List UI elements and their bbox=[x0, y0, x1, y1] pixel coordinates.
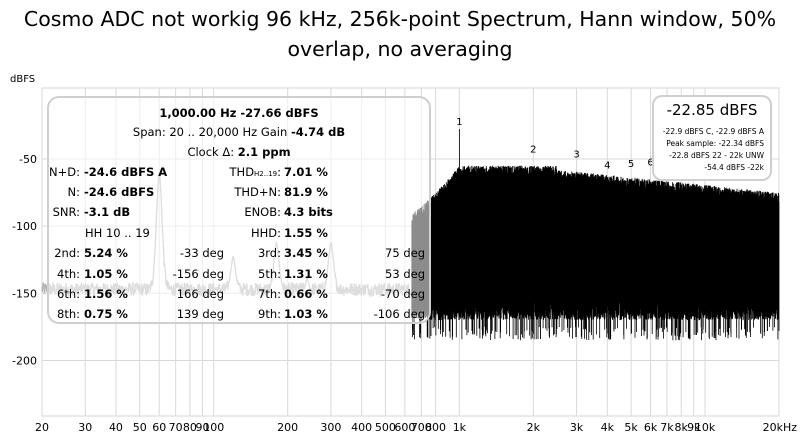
chart-title-line-1: Cosmo ADC not workig 96 kHz, 256k-point … bbox=[23, 7, 777, 31]
black-spectrum-trace bbox=[411, 129, 780, 341]
peak-sample-readout: Peak sample: -22.34 dBFS bbox=[666, 139, 764, 148]
chart-title-line-2: overlap, no averaging bbox=[287, 37, 513, 61]
harmonic-8-label: 8th: bbox=[57, 307, 80, 321]
x-tick-label: 30 bbox=[78, 421, 92, 434]
harmonic-9-value: 1.03 % bbox=[284, 307, 328, 321]
x-tick-label: 6k bbox=[644, 421, 658, 434]
harmonic-6-value: 1.56 % bbox=[84, 287, 128, 301]
harmonic-8-value: 0.75 % bbox=[84, 307, 128, 321]
x-tick-label: 700 bbox=[411, 421, 432, 434]
measurement-panel: 1,000.00 Hz -27.66 dBFS Span: 20 .. 20,0… bbox=[47, 96, 431, 324]
x-tick-label: 500 bbox=[375, 421, 396, 434]
peak-band-readout: -54.4 dBFS -22k bbox=[704, 163, 764, 172]
x-tick-label: 4k bbox=[601, 421, 615, 434]
x-tick-label: 80 bbox=[183, 421, 197, 434]
harmonic-number-label: 3 bbox=[573, 150, 579, 161]
harmonic-5-value: 1.31 % bbox=[284, 267, 328, 281]
harmonic-5-phase: 53 deg bbox=[385, 267, 425, 281]
harmonic-number-label: 2 bbox=[530, 144, 536, 155]
harmonic-number-label: 1 bbox=[456, 117, 462, 128]
thdn-label: THD+N: bbox=[234, 185, 281, 199]
fundamental-readout: 1,000.00 Hz -27.66 dBFS bbox=[159, 106, 319, 120]
harmonic-6-phase: 166 deg bbox=[176, 287, 224, 301]
x-tick-label: 8k bbox=[675, 421, 689, 434]
harmonic-3-label: 3rd: bbox=[257, 246, 281, 260]
harmonic-4-value: 1.05 % bbox=[84, 267, 128, 281]
peak-level-box: -22.85 dBFS -22.9 dBFS C, -22.9 dBFS A P… bbox=[652, 95, 772, 181]
nd-value: -24.6 dBFS A bbox=[84, 165, 168, 179]
x-tick-label: 2k bbox=[527, 421, 541, 434]
x-tick-label: 600 bbox=[394, 421, 415, 434]
y-axis-label: dBFS bbox=[10, 74, 35, 85]
x-tick-label: 1k bbox=[453, 421, 467, 434]
y-tick-label: -100 bbox=[12, 220, 37, 233]
x-tick-label: 5k bbox=[624, 421, 638, 434]
harmonic-3-phase: 75 deg bbox=[385, 246, 425, 260]
y-tick-label: -50 bbox=[19, 153, 37, 166]
x-tick-label: 3k bbox=[570, 421, 584, 434]
x-tick-label: 400 bbox=[351, 421, 372, 434]
snr-value: -3.1 dB bbox=[84, 205, 131, 219]
y-tick-label: -150 bbox=[12, 287, 37, 300]
x-tick-label: 50 bbox=[133, 421, 147, 434]
x-tick-label: 10k bbox=[695, 421, 716, 434]
x-tick-label: 20kHz bbox=[763, 421, 798, 434]
nd-label: N+D: bbox=[49, 165, 80, 179]
harmonic-2-phase: -33 deg bbox=[179, 246, 224, 260]
harmonic-5-label: 5th: bbox=[258, 267, 281, 281]
clock-readout: Clock Δ: 2.1 ppm bbox=[187, 145, 291, 159]
span-gain-readout: Span: 20 .. 20,000 Hz Gain -4.74 dB bbox=[132, 125, 346, 139]
chart-title: Cosmo ADC not workig 96 kHz, 256k-point … bbox=[0, 4, 800, 64]
x-tick-label: 800 bbox=[425, 421, 446, 434]
harmonic-4-label: 4th: bbox=[57, 267, 80, 281]
black-series bbox=[411, 129, 780, 341]
harmonic-3-value: 3.45 % bbox=[284, 246, 328, 260]
harmonic-number-label: 5 bbox=[628, 159, 634, 170]
thd-value: 7.01 % bbox=[284, 165, 328, 179]
thdn-value: 81.9 % bbox=[284, 185, 328, 199]
harmonic-7-phase: -70 deg bbox=[380, 287, 425, 301]
snr-label: SNR: bbox=[52, 205, 80, 219]
n-value: -24.6 dBFS bbox=[84, 185, 155, 199]
x-tick-label: 100 bbox=[203, 421, 224, 434]
harmonic-8-phase: 139 deg bbox=[176, 307, 224, 321]
hhd-value: 1.55 % bbox=[284, 226, 328, 240]
x-tick-label: 90 bbox=[195, 421, 209, 434]
harmonic-6-label: 6th: bbox=[57, 287, 80, 301]
y-tick-label: -200 bbox=[12, 354, 37, 367]
harmonic-4-phase: -156 deg bbox=[172, 267, 224, 281]
peak-unweighted-readout: -22.8 dBFS 22 - 22k UNW bbox=[669, 151, 764, 160]
peak-level-value: -22.85 dBFS bbox=[666, 101, 758, 119]
harmonic-9-label: 9th: bbox=[258, 307, 281, 321]
x-tick-label: 60 bbox=[152, 421, 166, 434]
enob-value: 4.3 bits bbox=[284, 205, 333, 219]
harmonic-7-label: 7th: bbox=[258, 287, 281, 301]
harmonic-9-phase: -106 deg bbox=[373, 307, 425, 321]
x-tick-label: 300 bbox=[320, 421, 341, 434]
harmonic-7-value: 0.66 % bbox=[284, 287, 328, 301]
x-tick-label: 40 bbox=[109, 421, 123, 434]
x-tick-label: 20 bbox=[35, 421, 49, 434]
hhd-label: HHD: bbox=[250, 226, 281, 240]
n-label: N: bbox=[67, 185, 80, 199]
peak-weighted-readout: -22.9 dBFS C, -22.9 dBFS A bbox=[662, 127, 764, 136]
y-axis-ticks: -50 -100 -150 -200 bbox=[12, 153, 37, 367]
x-tick-label: 200 bbox=[277, 421, 298, 434]
harmonic-2-value: 5.24 % bbox=[84, 246, 128, 260]
thd-label: THDH2..19: bbox=[229, 165, 281, 179]
x-tick-label: 7k bbox=[660, 421, 674, 434]
x-tick-label: 9k bbox=[687, 421, 701, 434]
x-tick-label: 70 bbox=[169, 421, 183, 434]
harmonic-number-label: 6 bbox=[647, 158, 653, 169]
enob-label: ENOB: bbox=[244, 205, 281, 219]
harmonic-2-label: 2nd: bbox=[54, 246, 80, 260]
hh-range-label: HH 10 .. 19 bbox=[85, 226, 150, 240]
harmonic-number-label: 4 bbox=[604, 160, 610, 171]
